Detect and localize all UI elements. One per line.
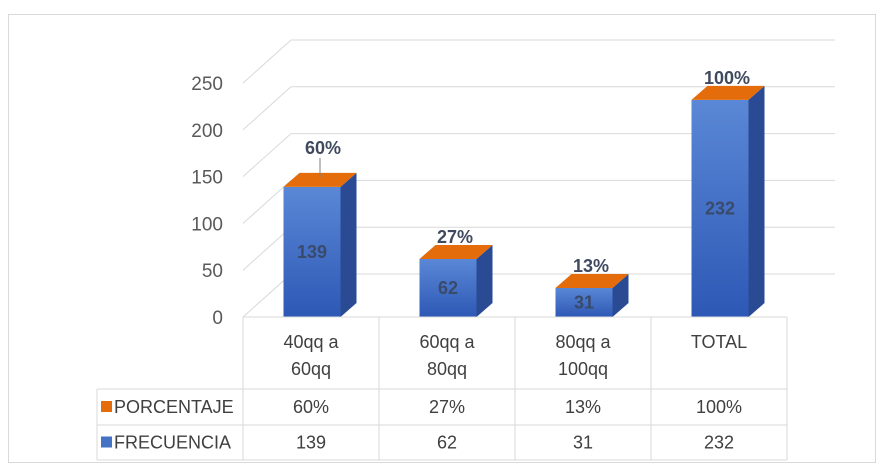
bar-top-percentage bbox=[283, 172, 357, 187]
table-cell: 31 bbox=[573, 433, 593, 453]
y-tick-label: 150 bbox=[191, 168, 223, 189]
y-tick-label: 250 bbox=[191, 74, 223, 95]
table-cell: 13% bbox=[565, 397, 601, 417]
y-tick-label: 50 bbox=[202, 261, 223, 282]
x-category-label: 40qq a bbox=[283, 332, 339, 352]
gridline-diagonal bbox=[242, 86, 292, 131]
gridline-diagonal bbox=[242, 133, 292, 177]
table-cell: 232 bbox=[704, 433, 734, 453]
data-table: 40qq a 60qq 60qq a 80qq 80qq a 100qq TOTAL PORC… bbox=[96, 316, 788, 461]
bar-top-percentage bbox=[555, 273, 629, 288]
gridline-diagonal bbox=[242, 226, 292, 271]
y-tick-label: 200 bbox=[191, 121, 223, 142]
gridline-diagonal bbox=[242, 273, 292, 318]
bar bbox=[283, 186, 341, 317]
y-axis: 0 50 100 150 200 250 bbox=[191, 74, 223, 329]
legend-label-frecuencia: FRECUENCIA bbox=[114, 433, 231, 453]
bar-value-label: 139 bbox=[297, 242, 327, 262]
bar bbox=[691, 99, 749, 318]
table-cell: 62 bbox=[437, 433, 457, 453]
bar-side bbox=[476, 244, 493, 317]
y-tick-label: 100 bbox=[191, 214, 223, 235]
bars: 139 60% 62 27% 31 13% 232 100% bbox=[283, 68, 765, 318]
bar-percentage-label: 60% bbox=[305, 138, 341, 158]
bar-value-label: 232 bbox=[705, 198, 735, 218]
gridline-diagonal bbox=[242, 39, 292, 84]
legend-swatch-frecuencia bbox=[101, 436, 112, 448]
bar-side bbox=[340, 172, 357, 317]
legend-label-porcentaje: PORCENTAJE bbox=[114, 397, 234, 417]
x-category-label: 60qq bbox=[291, 359, 331, 379]
gridline-diagonal bbox=[242, 180, 292, 224]
bar-value-label: 31 bbox=[574, 292, 594, 312]
bar-value-label: 62 bbox=[438, 278, 458, 298]
table-cell: 60% bbox=[293, 397, 329, 417]
legend-swatch-porcentaje bbox=[101, 401, 112, 412]
bar-side bbox=[612, 273, 629, 317]
x-category-label: 80qq a bbox=[555, 332, 611, 352]
x-category-label: 80qq bbox=[427, 359, 467, 379]
x-category-label: TOTAL bbox=[691, 332, 747, 352]
bar-percentage-label: 100% bbox=[704, 68, 750, 88]
bar-side bbox=[748, 85, 765, 318]
table-cell: 139 bbox=[296, 433, 326, 453]
x-category-label: 100qq bbox=[558, 359, 608, 379]
x-category-label: 60qq a bbox=[419, 332, 475, 352]
bar bbox=[555, 287, 613, 317]
table-cell: 27% bbox=[429, 397, 465, 417]
table-cell: 100% bbox=[696, 397, 742, 417]
y-tick-label: 0 bbox=[212, 308, 223, 329]
bar-top-percentage bbox=[419, 244, 493, 259]
bar-top-percentage bbox=[691, 85, 765, 100]
bar-percentage-label: 13% bbox=[573, 256, 609, 276]
bar bbox=[419, 258, 477, 317]
bar-percentage-label: 27% bbox=[437, 227, 473, 247]
